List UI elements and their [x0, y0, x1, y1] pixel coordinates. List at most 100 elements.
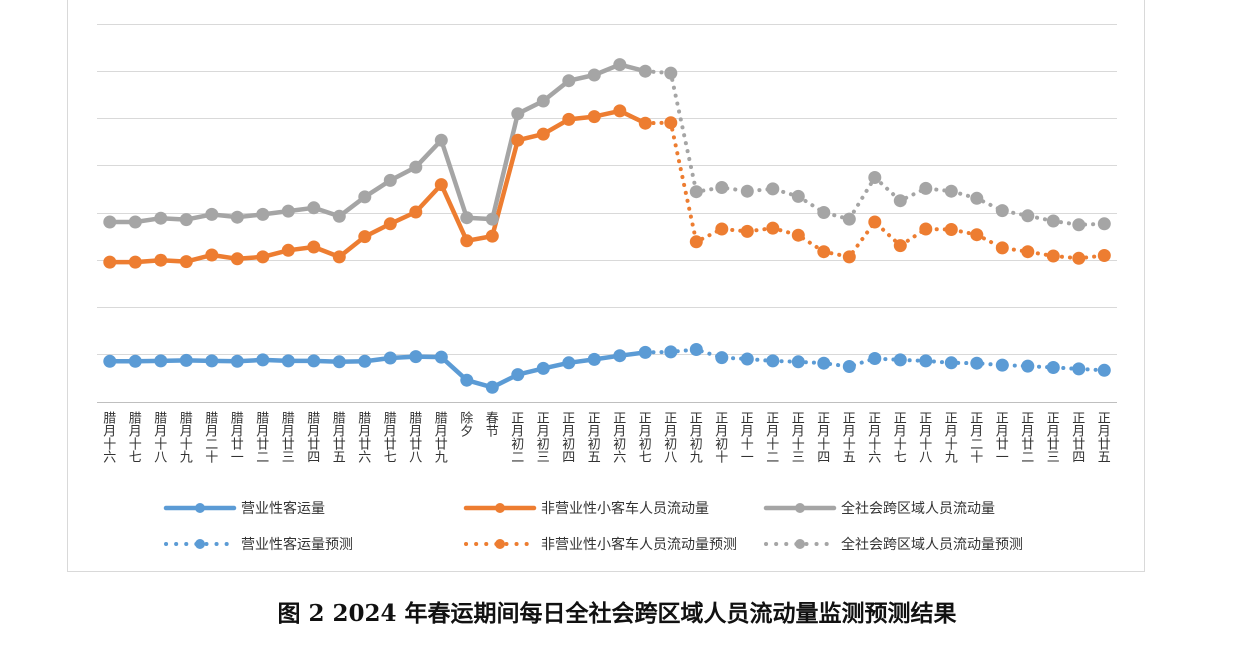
forecast-point-s3	[970, 191, 984, 205]
data-point-s2	[154, 253, 168, 267]
figure-caption: 图 2 2024 年春运期间每日全社会跨区域人员流动量监测预测结果	[277, 600, 957, 627]
forecast-point-s3	[817, 206, 831, 219]
data-point-s1	[281, 354, 295, 368]
series-line-s1	[107, 350, 648, 390]
series-line-s3	[107, 62, 648, 225]
x-tick-label: 正月十四	[817, 412, 830, 466]
legend-item-s6: 全社会跨区域人员流动量预测	[764, 536, 1023, 553]
legend-label: 非营业性小客车人员流动量	[541, 500, 709, 517]
data-point-s1	[460, 373, 474, 387]
forecast-point-s1	[715, 351, 729, 365]
forecast-point-s2	[689, 235, 703, 249]
data-point-s2	[460, 234, 474, 248]
legend-item-s2: 非营业性小客车人员流动量	[463, 500, 709, 517]
x-tick-label: 春节	[486, 412, 499, 440]
x-tick-label: 正月廿一	[996, 412, 1009, 466]
data-point-s2	[307, 240, 321, 254]
x-tick-label: 正月初九	[690, 412, 703, 466]
data-point-s2	[358, 230, 372, 244]
data-point-s2	[638, 116, 652, 130]
x-tick-label: 正月廿二	[1021, 412, 1034, 466]
x-tick-label: 腊月廿六	[358, 412, 371, 466]
data-point-s3	[154, 211, 168, 225]
x-tick-label: 腊月廿七	[384, 412, 397, 466]
forecast-point-s2	[1097, 249, 1111, 262]
data-point-s2	[332, 250, 346, 264]
forecast-point-s3	[1021, 209, 1035, 223]
forecast-point-s3	[791, 189, 805, 203]
forecast-point-s1	[970, 356, 984, 370]
data-point-s1	[205, 354, 219, 368]
forecast-point-s1	[868, 352, 882, 365]
x-tick-label: 腊月十八	[154, 412, 167, 466]
data-point-s3	[638, 64, 652, 78]
legend-label: 全社会跨区域人员流动量预测	[841, 536, 1023, 553]
data-point-s2	[434, 178, 448, 192]
forecast-point-s1	[740, 352, 754, 366]
x-tick-label: 正月初二	[511, 412, 524, 466]
data-point-s1	[485, 380, 499, 394]
data-point-s2	[536, 127, 550, 141]
forecast-point-s3	[868, 171, 882, 184]
legend-swatch-marker	[795, 503, 805, 513]
x-tick-labels: 腊月十六腊月十七腊月十八腊月十九腊月二十腊月廿一腊月廿二腊月廿三腊月廿四腊月廿五…	[103, 412, 1111, 466]
legend-label: 全社会跨区域人员流动量	[841, 500, 995, 517]
legend-item-s4: 营业性客运量预测	[164, 536, 353, 553]
legend-swatch-marker	[195, 503, 205, 513]
data-point-s2	[179, 255, 193, 269]
data-point-s3	[587, 68, 601, 82]
data-point-s1	[307, 354, 321, 368]
chart-frame: 腊月十六 腊月十七 腊月十八 腊月十九 腊月二十 腊月廿一 腊月廿二 腊月廿三 腊月廿四 腊月廿五…	[67, 0, 1145, 572]
data-point-s1	[562, 356, 576, 370]
x-tick-label: 正月初六	[613, 412, 626, 466]
legend-label: 营业性客运量预测	[241, 536, 353, 553]
data-point-s3	[256, 207, 270, 221]
data-point-s3	[230, 210, 244, 224]
forecast-point-s1	[995, 358, 1009, 372]
x-tick-label: 腊月廿九	[435, 412, 448, 466]
x-tick-label: 正月二十	[970, 412, 983, 466]
data-point-s3	[205, 207, 219, 221]
data-point-s2	[485, 229, 499, 243]
data-point-s3	[179, 213, 193, 227]
data-point-s3	[383, 173, 397, 187]
data-point-s3	[485, 212, 499, 226]
x-tick-label: 正月初八	[664, 412, 677, 466]
data-point-s3	[281, 204, 295, 218]
data-point-s2	[409, 205, 423, 219]
legend-swatch-marker	[195, 539, 205, 549]
data-point-s3	[358, 190, 372, 204]
x-tick-label: 腊月廿八	[409, 412, 422, 466]
data-point-s3	[562, 74, 576, 88]
x-tick-label: 正月初七	[639, 412, 652, 466]
data-point-s1	[179, 353, 193, 367]
forecast-point-s1	[944, 356, 958, 370]
data-point-s2	[256, 250, 270, 264]
data-point-s3	[434, 133, 448, 147]
forecast-point-s3	[715, 181, 729, 194]
x-tick-label: 正月十一	[741, 412, 754, 466]
x-tick-label: 正月十三	[792, 412, 805, 466]
forecast-point-s3	[766, 182, 780, 196]
forecast-point-s3	[944, 184, 958, 198]
forecast-point-s1	[919, 354, 933, 368]
forecast-point-s2	[842, 250, 856, 264]
data-point-s1	[256, 353, 270, 367]
forecast-point-s1	[1097, 363, 1111, 377]
data-point-s2	[511, 133, 525, 147]
x-tick-label: 腊月廿三	[282, 412, 295, 466]
forecast-point-s1	[791, 355, 805, 369]
forecast-point-s3	[1046, 214, 1060, 228]
forecast-point-s2	[766, 221, 780, 235]
forecast-line-s2	[643, 120, 1107, 261]
data-point-s1	[587, 352, 601, 366]
forecast-point-s1	[766, 354, 780, 368]
x-tick-label: 正月十九	[945, 412, 958, 466]
x-tick-label: 正月廿五	[1098, 412, 1111, 466]
forecast-point-s2	[919, 222, 933, 236]
legend-swatch-marker	[495, 503, 505, 513]
x-tick-label: 正月十八	[919, 412, 932, 466]
forecast-point-s3	[1072, 218, 1086, 232]
data-point-s1	[638, 345, 652, 359]
